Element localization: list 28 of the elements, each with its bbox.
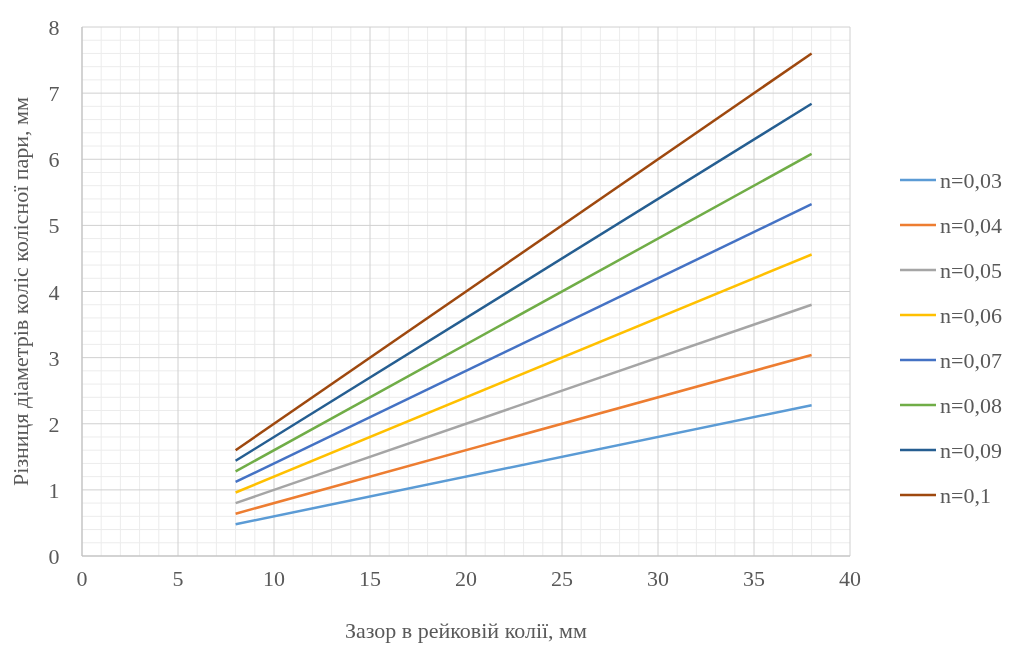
legend-label: n=0,07 [940,348,1002,373]
y-tick-label: 2 [48,411,60,437]
y-tick-label: 5 [48,213,60,239]
x-tick-label: 15 [359,566,381,591]
x-tick-label: 40 [839,566,861,591]
legend-label: n=0,05 [940,258,1002,283]
x-tick-label: 5 [172,566,184,591]
legend-label: n=0,09 [940,438,1002,463]
x-tick-label: 35 [743,566,765,591]
y-tick-label: 0 [48,544,60,569]
y-axis-title: Різниця діаметрів коліс колісної пари, мм [8,96,33,486]
y-tick-label: 6 [48,147,60,173]
y-tick-label: 7 [48,81,60,107]
legend-label: n=0,08 [940,393,1002,418]
y-tick-label: 4 [48,279,60,305]
x-axis-title: Зазор в рейковій колії, мм [345,618,588,643]
x-tick-label: 0 [76,566,88,591]
x-tick-label: 30 [647,566,669,591]
y-tick-label: 1 [48,477,60,503]
x-tick-label: 10 [263,566,285,591]
x-tick-label: 25 [551,566,573,591]
legend-label: n=0,06 [940,303,1002,328]
legend-label: n=0,03 [940,168,1002,193]
y-tick-label: 8 [48,15,60,40]
legend-label: n=0,1 [940,483,991,508]
x-tick-label: 20 [455,566,477,591]
y-tick-label: 3 [48,345,60,371]
legend-label: n=0,04 [940,213,1002,238]
